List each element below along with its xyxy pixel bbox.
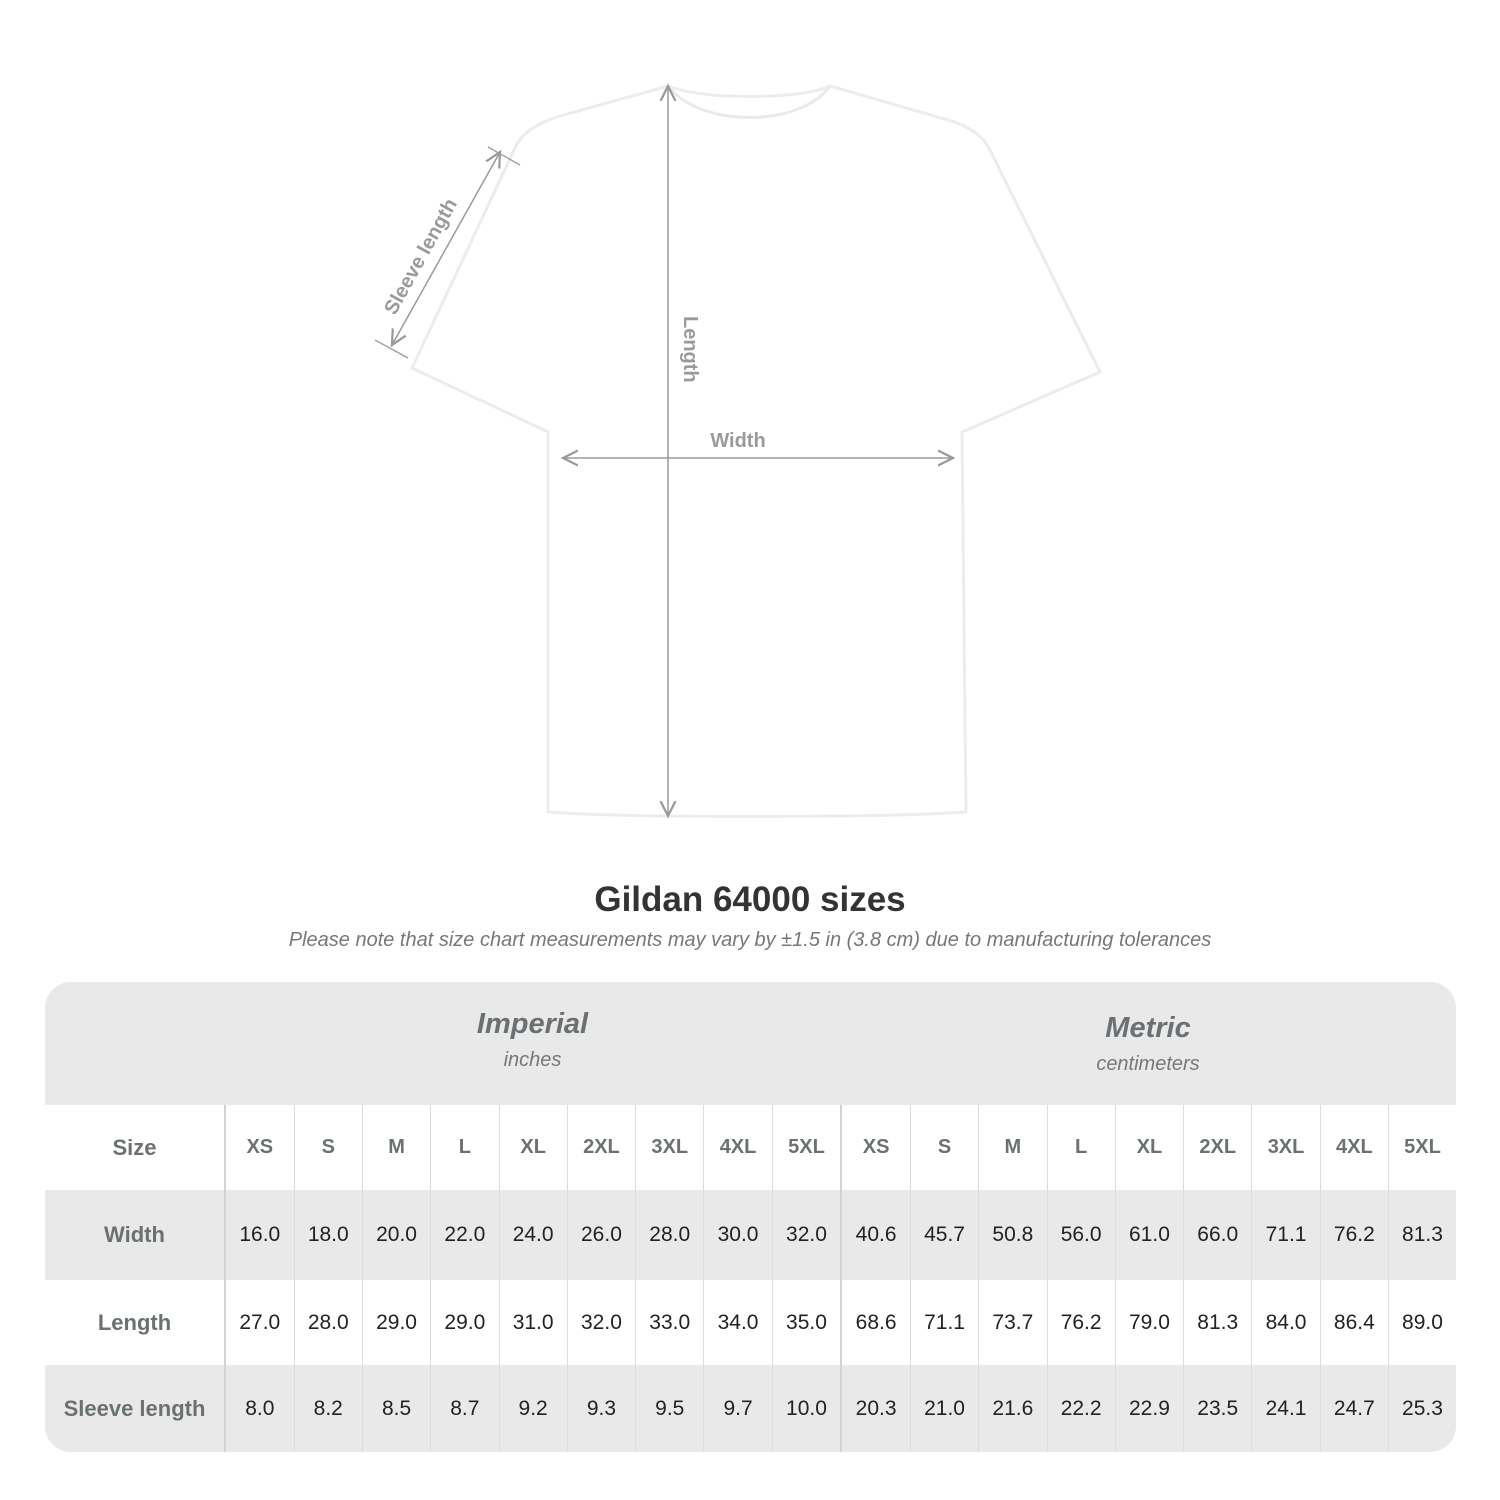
imperial-size-S: S xyxy=(293,1105,363,1190)
imperial-unit: inches xyxy=(503,1049,562,1071)
metric-cell: 68.6 xyxy=(840,1280,911,1365)
metric-header: Metric centimeters xyxy=(840,1012,1456,1076)
imperial-cell: 34.0 xyxy=(703,1280,773,1365)
imperial-cell: 32.0 xyxy=(771,1190,842,1280)
metric-size-L: L xyxy=(1046,1105,1116,1190)
imperial-cell: 9.2 xyxy=(498,1365,568,1452)
metric-title: Metric xyxy=(1105,1012,1191,1044)
imperial-cell: 8.7 xyxy=(430,1365,499,1452)
metric-cell: 76.2 xyxy=(1319,1190,1389,1280)
metric-size-S: S xyxy=(909,1105,979,1190)
imperial-cell: 31.0 xyxy=(498,1280,568,1365)
imperial-cell: 29.0 xyxy=(430,1280,499,1365)
imperial-cell: 28.0 xyxy=(293,1280,363,1365)
metric-cell: 22.2 xyxy=(1046,1365,1116,1452)
table-row: Width 16.0 18.0 20.0 22.0 24.0 26.0 28.0 30.0 32.… xyxy=(45,1190,1456,1280)
row-label: Length xyxy=(45,1280,226,1365)
imperial-size-4XL: 4XL xyxy=(703,1105,773,1190)
metric-cell: 73.7 xyxy=(978,1280,1047,1365)
row-label: Width xyxy=(45,1190,226,1280)
metric-cell: 25.3 xyxy=(1387,1365,1456,1452)
imperial-cell: 30.0 xyxy=(703,1190,773,1280)
metric-cell: 84.0 xyxy=(1251,1280,1321,1365)
sleeve-arrow xyxy=(392,152,500,345)
size-chart: Imperial inches Metric centimeters Size X… xyxy=(45,982,1456,1452)
imperial-size-XL: XL xyxy=(498,1105,568,1190)
metric-cell: 21.6 xyxy=(978,1365,1047,1452)
metric-size-M: M xyxy=(978,1105,1047,1190)
metric-cell: 45.7 xyxy=(909,1190,979,1280)
imperial-cell: 8.5 xyxy=(361,1365,431,1452)
metric-cell: 23.5 xyxy=(1183,1365,1252,1452)
imperial-size-M: M xyxy=(361,1105,431,1190)
imperial-size-5XL: 5XL xyxy=(771,1105,842,1190)
tolerance-note: Please note that size chart measurements… xyxy=(288,929,1212,951)
metric-cell: 22.9 xyxy=(1114,1365,1184,1452)
table-row: Sleeve length 8.0 8.2 8.5 8.7 9.2 9.3 9.5 9.7 10.… xyxy=(45,1365,1456,1452)
metric-cell: 20.3 xyxy=(840,1365,911,1452)
imperial-cell: 20.0 xyxy=(361,1190,431,1280)
length-label: Length xyxy=(679,316,701,383)
imperial-cell: 33.0 xyxy=(635,1280,704,1365)
imperial-size-L: L xyxy=(430,1105,499,1190)
imperial-cell: 35.0 xyxy=(771,1280,842,1365)
metric-size-3XL: 3XL xyxy=(1251,1105,1321,1190)
metric-cell: 81.3 xyxy=(1387,1190,1456,1280)
metric-cell: 79.0 xyxy=(1114,1280,1184,1365)
size-header-row: Size XS S M L XL 2XL 3XL 4XL 5XL XS S M L XL 2XL 3XL 4XL 5… xyxy=(45,1105,1456,1190)
row-label: Sleeve length xyxy=(45,1365,226,1452)
imperial-cell: 32.0 xyxy=(566,1280,636,1365)
metric-cell: 56.0 xyxy=(1046,1190,1116,1280)
width-label: Width xyxy=(710,430,765,452)
metric-cell: 21.0 xyxy=(909,1365,979,1452)
imperial-cell: 29.0 xyxy=(361,1280,431,1365)
page-title: Gildan 64000 sizes xyxy=(594,880,906,919)
metric-cell: 76.2 xyxy=(1046,1280,1116,1365)
imperial-cell: 8.0 xyxy=(224,1365,295,1452)
imperial-cell: 26.0 xyxy=(566,1190,636,1280)
imperial-cell: 9.7 xyxy=(703,1365,773,1452)
collar xyxy=(666,85,832,119)
imperial-cell: 18.0 xyxy=(293,1190,363,1280)
metric-cell: 89.0 xyxy=(1387,1280,1456,1365)
imperial-cell: 9.3 xyxy=(566,1365,636,1452)
imperial-cell: 28.0 xyxy=(635,1190,704,1280)
size-label: Size xyxy=(45,1105,226,1190)
metric-size-XS: XS xyxy=(840,1105,911,1190)
imperial-cell: 8.2 xyxy=(293,1365,363,1452)
metric-cell: 40.6 xyxy=(840,1190,911,1280)
metric-cell: 71.1 xyxy=(1251,1190,1321,1280)
imperial-title: Imperial xyxy=(476,1008,589,1040)
imperial-header: Imperial inches xyxy=(225,1008,840,1072)
metric-cell: 66.0 xyxy=(1183,1190,1252,1280)
imperial-size-XS: XS xyxy=(224,1105,295,1190)
metric-cell: 50.8 xyxy=(978,1190,1047,1280)
tshirt-diagram: Sleeve length Length Width xyxy=(374,0,1103,860)
metric-size-XL: XL xyxy=(1114,1105,1184,1190)
metric-unit: centimeters xyxy=(1096,1053,1200,1075)
imperial-cell: 27.0 xyxy=(224,1280,295,1365)
imperial-cell: 22.0 xyxy=(430,1190,499,1280)
metric-cell: 24.7 xyxy=(1319,1365,1389,1452)
size-table: Size XS S M L XL 2XL 3XL 4XL 5XL XS S M L XL 2XL 3XL 4XL 5… xyxy=(45,1105,1456,1452)
table-row: Length 27.0 28.0 29.0 29.0 31.0 32.0 33.0 34.0 35… xyxy=(45,1280,1456,1365)
metric-cell: 81.3 xyxy=(1183,1280,1252,1365)
imperial-cell: 9.5 xyxy=(635,1365,704,1452)
metric-cell: 24.1 xyxy=(1251,1365,1321,1452)
imperial-cell: 10.0 xyxy=(771,1365,842,1452)
imperial-size-3XL: 3XL xyxy=(635,1105,704,1190)
imperial-cell: 24.0 xyxy=(498,1190,568,1280)
metric-size-2XL: 2XL xyxy=(1183,1105,1252,1190)
metric-size-4XL: 4XL xyxy=(1319,1105,1389,1190)
imperial-size-2XL: 2XL xyxy=(566,1105,636,1190)
imperial-cell: 16.0 xyxy=(224,1190,295,1280)
metric-cell: 61.0 xyxy=(1114,1190,1184,1280)
metric-size-5XL: 5XL xyxy=(1387,1105,1456,1190)
metric-cell: 86.4 xyxy=(1319,1280,1389,1365)
metric-cell: 71.1 xyxy=(909,1280,979,1365)
